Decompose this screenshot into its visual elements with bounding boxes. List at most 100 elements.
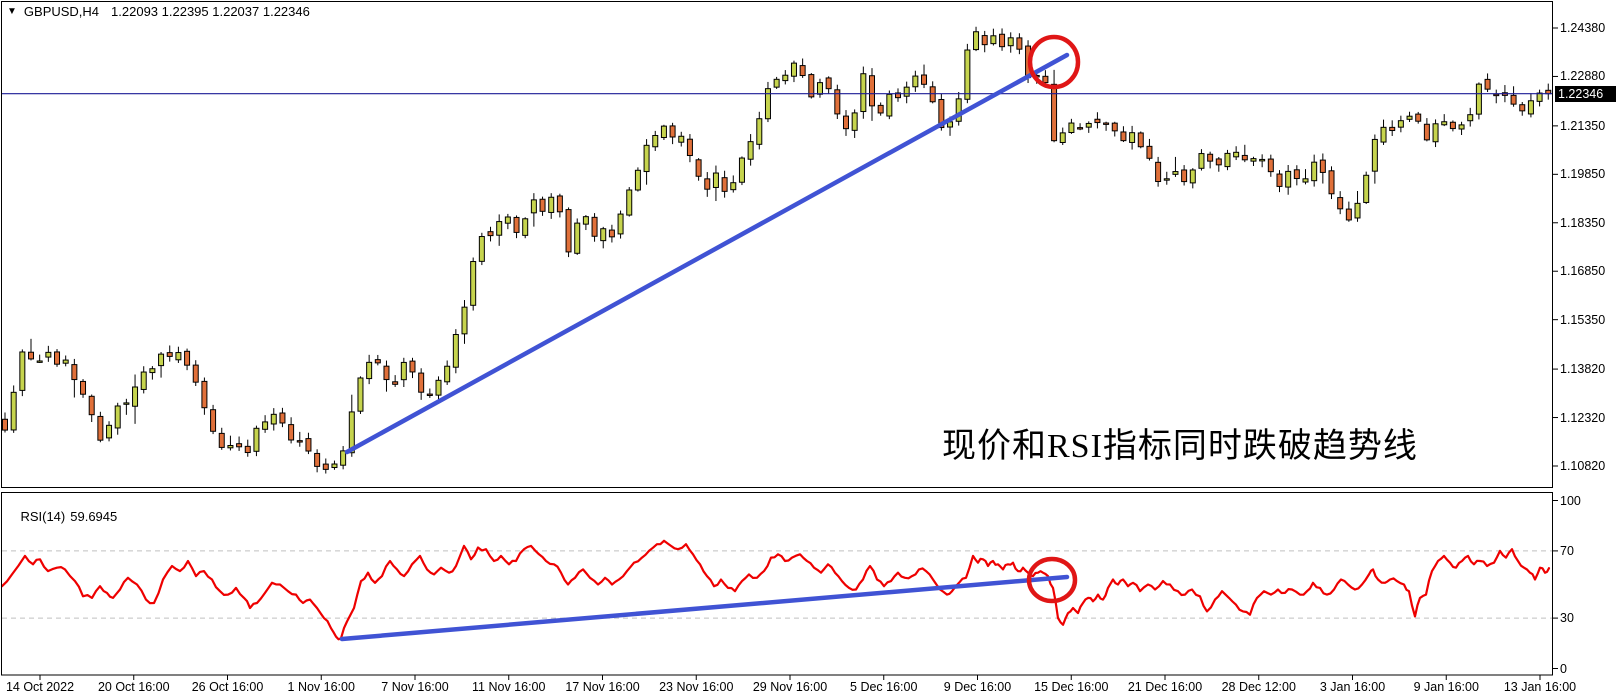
candle-body [730,182,737,191]
candle-body [1423,123,1430,141]
candle-body [192,364,199,383]
candle-body [1181,169,1188,183]
candle-body [1328,170,1335,195]
candle-body [340,450,347,466]
candle-body [652,134,659,148]
rsi-breakout-circle[interactable] [1026,556,1078,604]
candle-body [634,169,641,191]
candle-body [1189,169,1196,184]
time-tick-label: 17 Nov 16:00 [565,680,640,694]
price-tick-label: 1.19850 [1560,167,1606,182]
candle-body [1198,153,1205,169]
candle-body [1111,122,1118,132]
candle-body [626,189,633,216]
price-breakout-circle[interactable] [1027,34,1081,90]
time-tick-label: 11 Nov 16:00 [472,680,546,694]
candle-body [10,391,17,431]
candle-body [392,381,399,385]
candle-body [1536,92,1543,102]
candle-body [504,216,511,224]
candle-body [608,229,615,238]
symbol-dropdown-icon[interactable]: ▼ [7,6,17,17]
candle-body [921,74,928,85]
candle-body [808,74,815,98]
candle-body [1319,159,1326,173]
candle-body [799,65,806,77]
rsi-line [2,539,1551,641]
candle-body [660,125,667,139]
candle-body [305,438,312,452]
price-tick-label: 1.16850 [1560,264,1606,279]
chinese-annotation-text: 现价和RSI指标同时跌破趋势线 [942,428,1418,465]
annotation-objects-layer[interactable] [2,34,1552,642]
candle-body [790,62,797,77]
candle-body [556,195,563,213]
candle-body [1510,94,1517,105]
candle-body [184,350,191,366]
candle-body [816,82,823,95]
rsi-trendline[interactable] [339,574,1070,642]
candle-body [686,138,693,157]
candle-body [253,427,260,452]
candle-body [842,115,849,130]
candle-body [1094,118,1101,124]
candle-body [201,380,208,409]
candle-body [973,31,980,51]
candle-body [236,443,243,448]
candle-body [695,159,702,177]
rsi-layer [2,539,1552,641]
candle-body [1302,178,1309,183]
rsi-indicator-label: RSI(14) [20,509,66,524]
candle-body [1155,161,1162,183]
symbol-header[interactable]: ▼ GBPUSD,H4 1.22093 1.22395 1.22037 1.22… [7,4,310,19]
candle-body [756,118,763,145]
candle-body [1363,174,1370,203]
candle-body [418,372,425,393]
candle-body [704,178,711,190]
candle-body [149,368,156,374]
candle-body [470,261,477,306]
main-chart-panel[interactable] [1,1,1553,488]
axis-ticks [39,27,1558,680]
price-tick-label: 1.18350 [1560,215,1606,230]
price-tick-label: 1.15350 [1560,312,1606,327]
candle-body [1371,138,1378,172]
candle-body [860,73,867,113]
candle-body [1484,78,1491,90]
candle-body [721,177,728,192]
price-trendline[interactable] [344,52,1070,455]
candle-body [938,99,945,129]
candle-body [1293,169,1300,180]
candle-body [643,144,650,173]
candle-body [45,351,52,358]
candle-body [1493,93,1500,97]
symbol-name: GBPUSD,H4 [23,4,100,19]
candle-body [19,351,26,391]
candle-body [1146,145,1153,159]
candle-body [591,216,598,237]
candle-body [1285,170,1292,188]
time-tick-label: 15 Dec 16:00 [1034,680,1109,694]
candle-body [435,379,442,396]
candle-body [1527,100,1534,115]
candle-body [357,377,364,412]
candle-body [374,359,381,364]
candle-body [175,352,182,361]
candle-body [834,89,841,115]
candle-body [218,432,225,448]
candle-body [851,112,858,131]
candle-body [1215,158,1222,166]
time-tick-label: 23 Nov 16:00 [659,680,734,694]
candle-body [981,35,988,46]
rsi-panel[interactable] [1,492,1553,676]
symbol-ohlc-values: 1.22093 1.22395 1.22037 1.22346 [111,4,310,19]
candle-body [279,412,286,424]
candle-body [452,334,459,368]
candle-body [1259,158,1266,162]
candle-body [869,75,875,107]
rsi-tick-label: 100 [1560,493,1581,508]
candle-body [88,395,95,416]
candle-body [166,352,173,357]
candle-body [782,74,789,82]
